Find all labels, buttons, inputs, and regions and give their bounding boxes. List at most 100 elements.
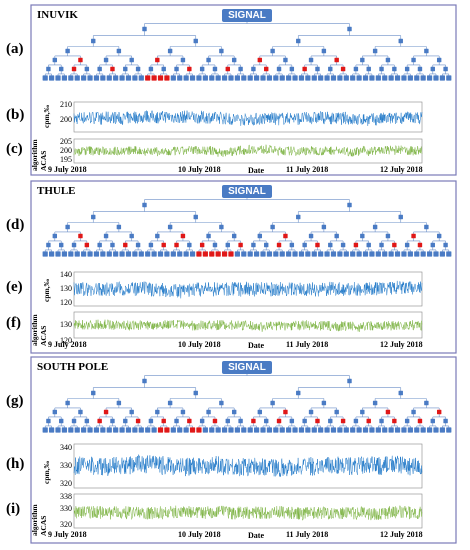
tree-node (443, 242, 448, 248)
tree-edge (275, 421, 283, 430)
date-tick-label: 12 July 2018 (380, 530, 423, 539)
tree-node (174, 66, 179, 72)
tree-node (366, 66, 371, 72)
tree-edge (67, 41, 120, 51)
tree-node (68, 75, 74, 81)
tree-node (132, 251, 138, 257)
tree-node (59, 242, 64, 248)
tree-node (193, 390, 198, 396)
tree-node (138, 251, 144, 257)
date-tick-label: 10 July 2018 (178, 165, 221, 174)
tree-edge (147, 245, 155, 254)
tree-node (219, 400, 224, 406)
tree-node (221, 427, 228, 433)
tree-node (379, 66, 384, 72)
tree-edge (374, 41, 427, 51)
tree-node (148, 418, 154, 424)
tree-edge (442, 69, 450, 78)
tree-edge (355, 236, 370, 245)
tree-node (116, 224, 122, 230)
tree-node (65, 224, 70, 230)
tree-edge (329, 236, 344, 245)
tree-node (302, 418, 307, 424)
tree-edge (288, 245, 296, 254)
tree-node (394, 427, 401, 433)
tree-node-highlighted (123, 242, 128, 248)
tree-node (372, 224, 378, 230)
tree-edge (378, 245, 386, 254)
tree-node (375, 251, 381, 257)
tree-edge (67, 393, 120, 403)
tree-edge (297, 381, 402, 393)
tree-node-highlighted (340, 66, 346, 72)
tree-node (385, 57, 391, 63)
tree-node (279, 427, 285, 433)
tree-edge (442, 421, 450, 430)
tree-node (308, 233, 314, 239)
tree-edge (304, 412, 318, 421)
tree-node (231, 233, 237, 239)
tree-node-highlighted (225, 66, 230, 72)
tree-edge (160, 421, 168, 430)
tree-node (167, 224, 173, 230)
tree-node (65, 400, 70, 406)
tree-node (68, 251, 74, 257)
tree-node (145, 251, 151, 257)
tree-node (443, 66, 448, 72)
tree-edge (185, 421, 193, 430)
tree-node (350, 427, 356, 433)
date-tick-label: 10 July 2018 (178, 530, 221, 539)
tree-node (247, 427, 253, 433)
tree-edge (147, 421, 155, 430)
tree-node (228, 75, 234, 81)
tree-edge (173, 69, 181, 78)
tree-node (177, 251, 183, 257)
tree-node (52, 409, 58, 415)
tree-node (315, 66, 320, 72)
tree-edge (160, 245, 168, 254)
tree-node (206, 409, 211, 415)
tree-node (61, 251, 68, 257)
tree-node (308, 409, 314, 415)
tree-node-highlighted (221, 251, 228, 257)
tree-node (129, 409, 134, 415)
tree-edge (272, 393, 325, 403)
tree-node (372, 400, 378, 406)
tree-node-highlighted (251, 418, 256, 424)
tree-edge (105, 227, 132, 236)
tree-node (289, 66, 295, 72)
tree-node (388, 251, 394, 257)
tree-node (225, 418, 230, 424)
tree-node (231, 57, 237, 63)
tree-node (334, 233, 339, 239)
tree-edge (83, 69, 91, 78)
tree-edge (150, 412, 165, 421)
tree-node (113, 75, 119, 81)
tree-edge (92, 381, 197, 393)
tree-node (318, 427, 324, 433)
tree-node (398, 38, 403, 44)
cpm-tick-label: 320 (60, 479, 72, 489)
acas-tick-label: 330 (60, 504, 72, 514)
tree-edge (352, 421, 360, 430)
tree-edge (304, 236, 318, 245)
tree-node (330, 251, 337, 257)
tree-edge (406, 236, 421, 245)
panel-frame (30, 180, 457, 354)
tree-node (234, 427, 240, 433)
tree-node (426, 427, 433, 433)
tree-node (74, 251, 80, 257)
tree-edge (48, 60, 62, 69)
panel-label-tree: (a) (6, 41, 24, 57)
tree-node-highlighted (315, 242, 320, 248)
tree-node (177, 75, 183, 81)
tree-edge (378, 421, 386, 430)
tree-node (209, 75, 215, 81)
date-tick-label: 10 July 2018 (178, 340, 221, 349)
tree-node (356, 75, 362, 81)
tree-edge (272, 217, 325, 227)
tree-node (155, 409, 160, 415)
tree-node (81, 427, 87, 433)
acas-tick-label: 200 (60, 146, 72, 155)
tree-node (298, 75, 305, 81)
